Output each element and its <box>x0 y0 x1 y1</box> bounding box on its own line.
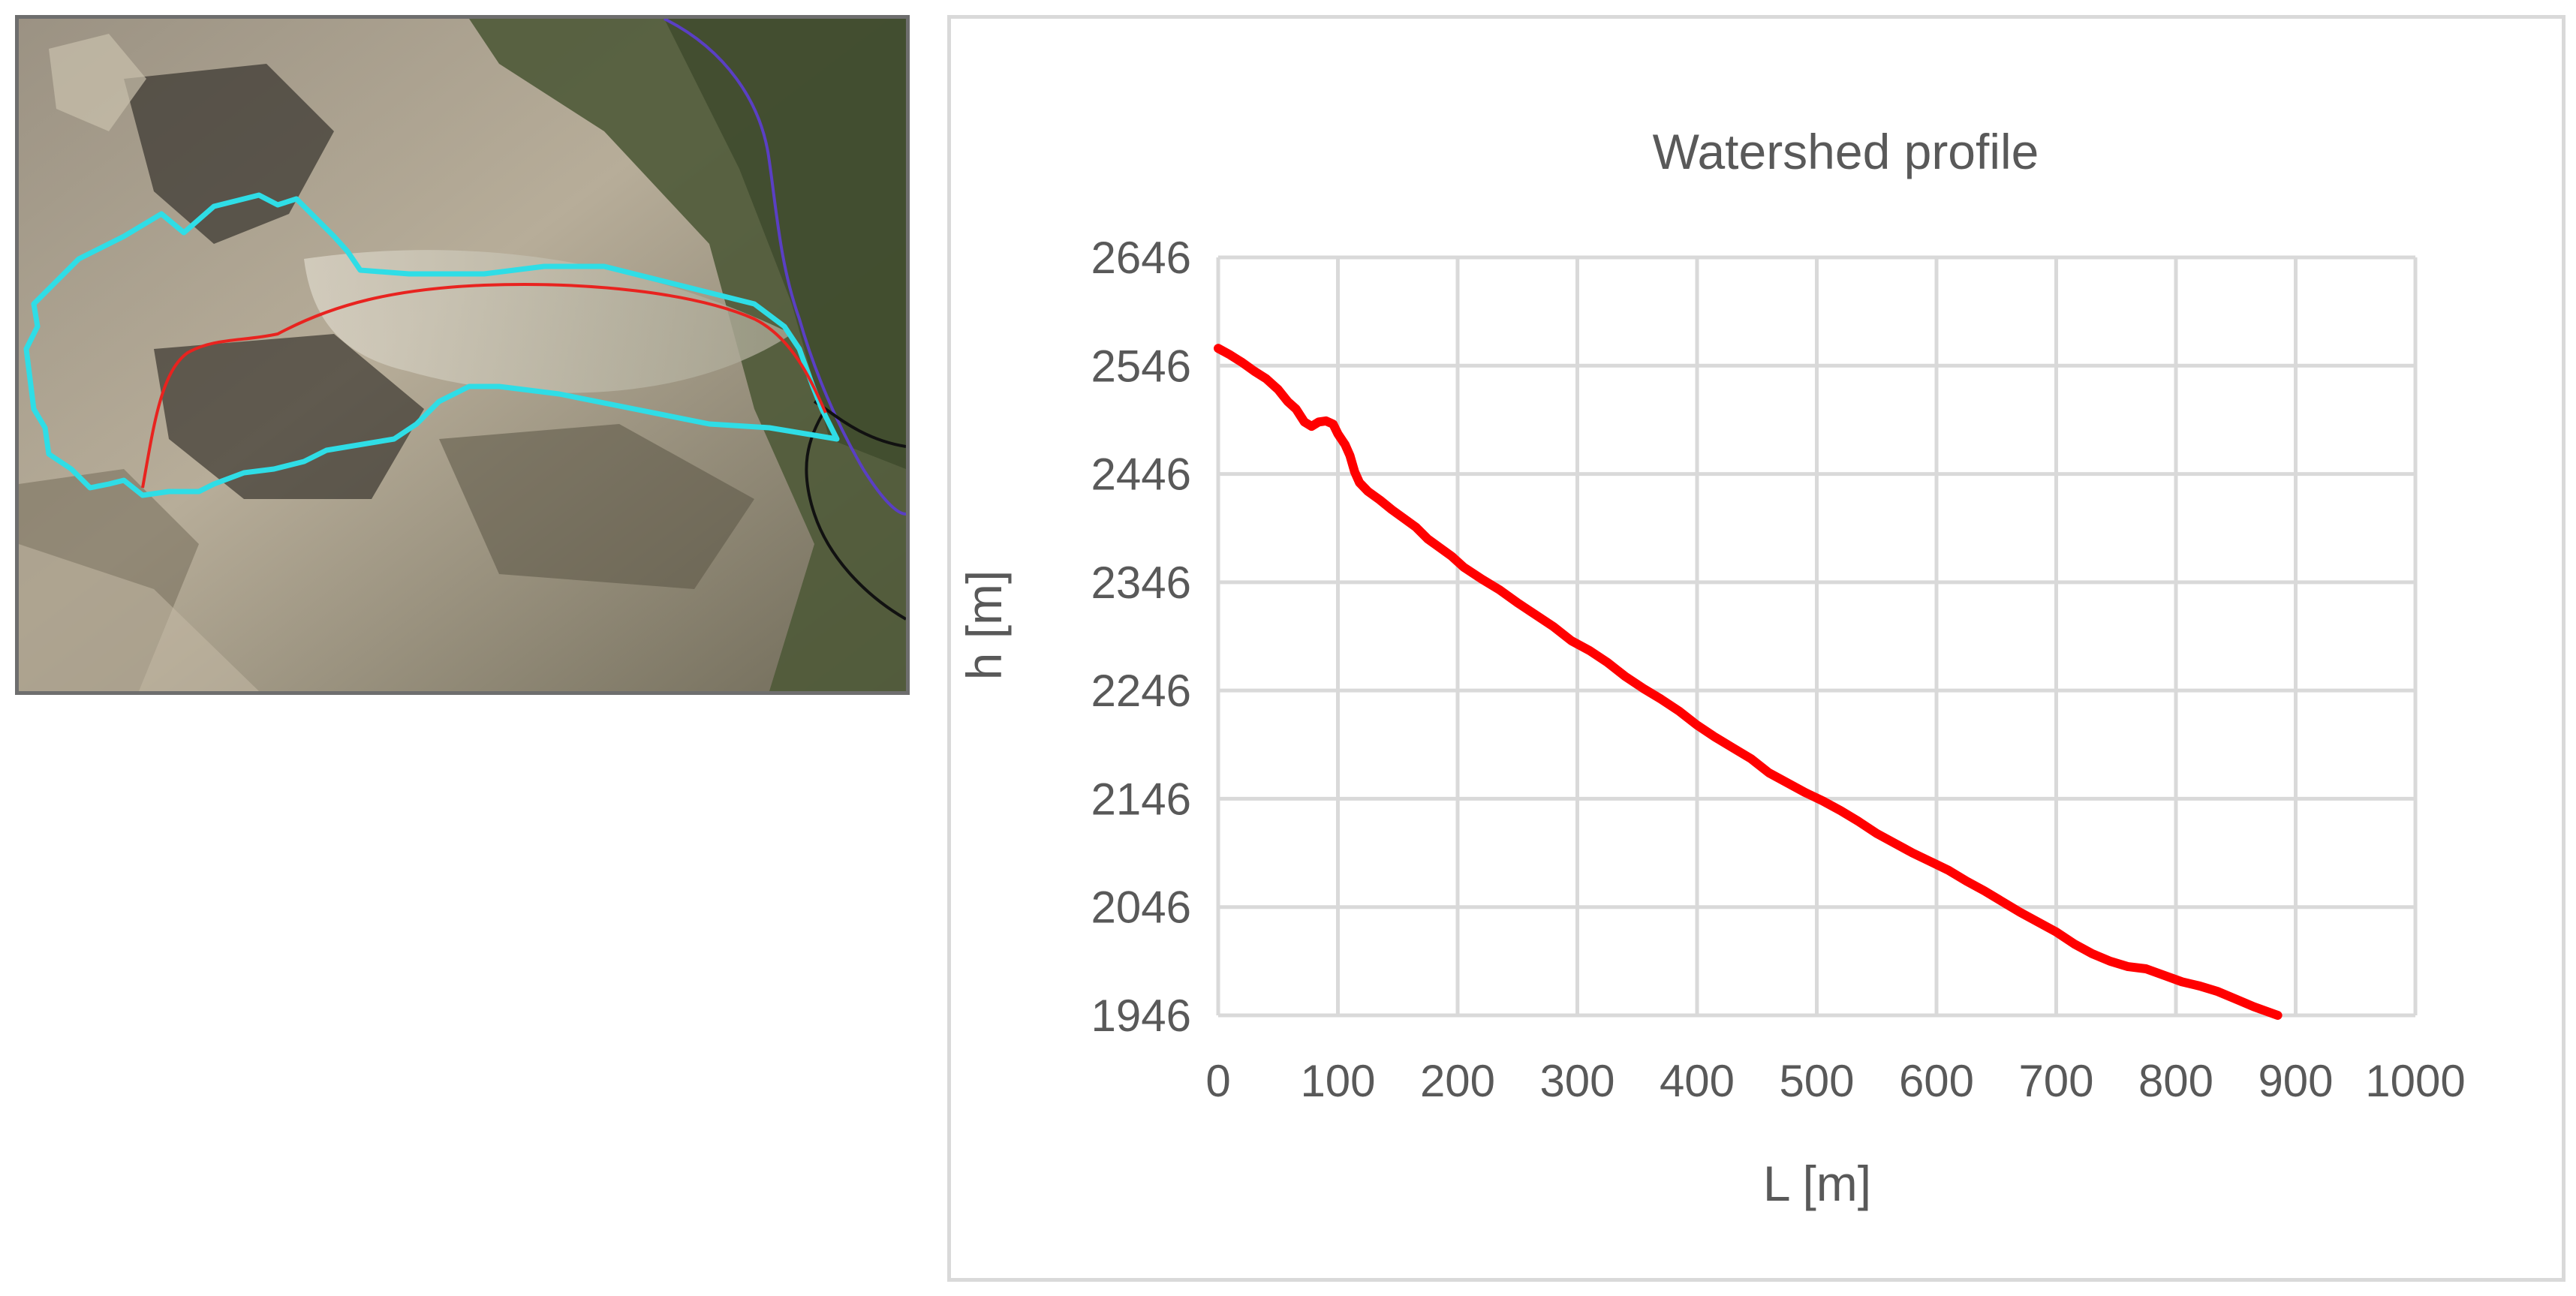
x-tick-label: 0 <box>1205 1056 1230 1106</box>
y-axis-ticks: 1946 2046 2146 2246 2346 2446 2546 2646 <box>1091 233 1191 1041</box>
x-tick-label: 800 <box>2138 1056 2213 1106</box>
aerial-image <box>19 19 906 691</box>
x-tick-label: 100 <box>1300 1056 1375 1106</box>
y-tick-label: 2446 <box>1091 450 1191 500</box>
watershed-profile-chart: Watershed profile 0 100 200 300 400 500 600 700… <box>956 124 2466 1211</box>
y-tick-label: 2046 <box>1091 883 1191 933</box>
chart-title: Watershed profile <box>1653 124 2039 179</box>
x-axis-label: L [m] <box>1763 1156 1871 1211</box>
y-tick-label: 2546 <box>1091 341 1191 391</box>
x-tick-label: 200 <box>1420 1056 1495 1106</box>
y-tick-label: 2246 <box>1091 666 1191 716</box>
x-tick-label: 700 <box>2018 1056 2093 1106</box>
y-tick-label: 2646 <box>1091 233 1191 283</box>
watershed-map <box>15 15 910 695</box>
flow-path-line <box>141 283 827 489</box>
y-tick-label: 2146 <box>1091 774 1191 824</box>
stream-line <box>664 19 906 516</box>
x-tick-label: 500 <box>1779 1056 1854 1106</box>
profile-series-line <box>1214 344 2283 1020</box>
y-axis-label: h [m] <box>956 570 1012 681</box>
grid <box>1216 255 2418 1018</box>
y-tick-label: 1946 <box>1091 991 1191 1041</box>
series-layer <box>1214 344 2283 1020</box>
watershed-boundary-line <box>23 192 840 498</box>
x-tick-label: 600 <box>1899 1056 1974 1106</box>
x-tick-label: 900 <box>2258 1056 2333 1106</box>
chart-panel: Watershed profile 0 100 200 300 400 500 600 700… <box>947 15 2565 1282</box>
x-tick-label: 400 <box>1660 1056 1735 1106</box>
y-tick-label: 2346 <box>1091 558 1191 608</box>
x-tick-label: 300 <box>1539 1056 1615 1106</box>
x-tick-label: 1000 <box>2365 1056 2465 1106</box>
x-axis-ticks: 0 100 200 300 400 500 600 700 800 900 1000 <box>1205 1056 2465 1106</box>
